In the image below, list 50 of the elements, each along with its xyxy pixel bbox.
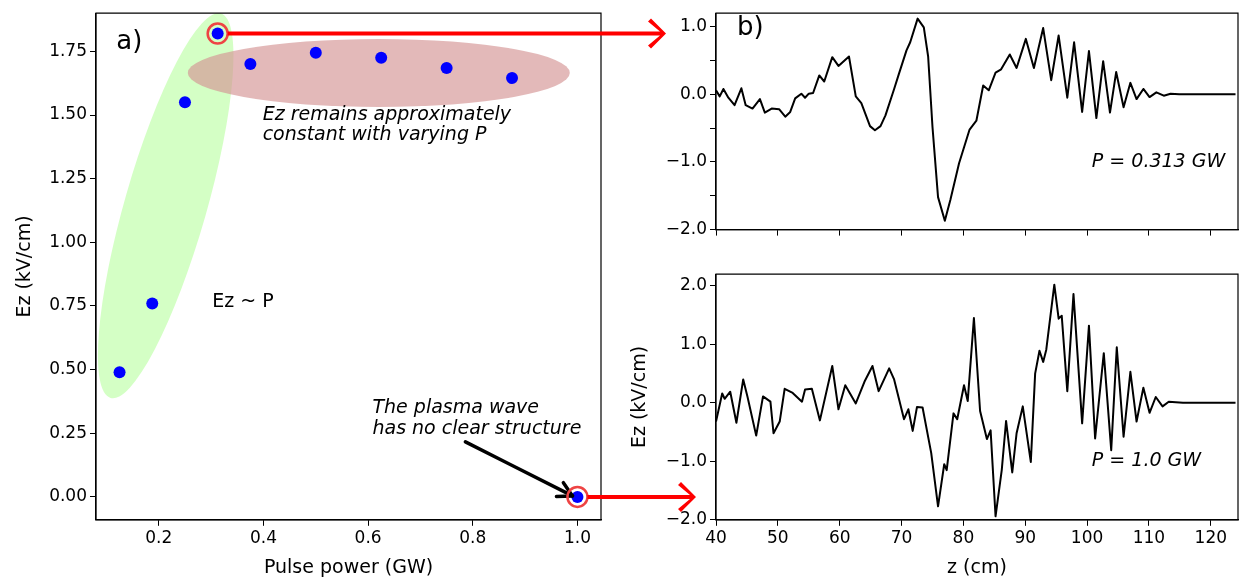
- annotation: a): [116, 24, 143, 55]
- y-tick-label: 0.0: [679, 82, 707, 103]
- point: [113, 366, 126, 379]
- x-tick-label: 50: [767, 527, 789, 548]
- x-tick-label: 120: [1194, 527, 1228, 548]
- x-tick-label: 80: [952, 527, 975, 548]
- x-tick-label: 70: [890, 527, 913, 548]
- x-tick-label: 40: [705, 527, 727, 548]
- y-tick-label: 0.25: [49, 421, 87, 442]
- y-tick-label: −1.0: [665, 449, 707, 470]
- y-tick-label: 1.75: [49, 39, 87, 60]
- x-tick-label: 0.8: [459, 527, 487, 548]
- point: [506, 72, 519, 85]
- y-tick-label: 1.0: [679, 332, 707, 353]
- point: [178, 96, 191, 109]
- annotation: The plasma wave has no clear structure: [372, 394, 582, 438]
- point: [440, 61, 453, 74]
- point: [244, 58, 257, 71]
- y-axis-title: Ez (kV/cm): [12, 215, 35, 318]
- x-tick-label: 0.4: [249, 527, 277, 548]
- y-tick-label: −2.0: [665, 218, 707, 239]
- annotation: b): [736, 10, 764, 41]
- y-axis-title: Ez (kV/cm): [627, 345, 650, 449]
- y-tick-label: 1.00: [49, 230, 87, 251]
- x-tick-label: 1.0: [563, 527, 591, 548]
- y-tick-label: 1.25: [49, 167, 87, 188]
- x-tick-label: 0.2: [145, 527, 173, 548]
- annotation: P = 1.0 GW: [1091, 447, 1203, 470]
- annotation: P = 0.313 GW: [1091, 148, 1227, 171]
- y-tick-label: −2.0: [665, 508, 707, 529]
- x-axis-title: z (cm): [947, 554, 1007, 577]
- y-tick-label: 1.0: [679, 15, 707, 36]
- x-tick-label: 100: [1070, 527, 1104, 548]
- y-tick-label: 0.0: [679, 391, 707, 412]
- y-tick-label: 0.75: [49, 294, 87, 315]
- y-tick-label: 0.00: [49, 485, 87, 506]
- x-tick-label: 90: [1014, 527, 1037, 548]
- point: [309, 46, 322, 59]
- x-tick-label: 110: [1132, 527, 1166, 548]
- point: [146, 297, 159, 310]
- x-tick-label: 0.6: [354, 527, 382, 548]
- annotation: Ez remains approximately constant with varying P: [262, 101, 512, 145]
- y-tick-label: 2.0: [679, 274, 707, 295]
- annotation: Ez ~ P: [212, 289, 274, 312]
- y-tick-label: −1.0: [665, 150, 707, 171]
- y-tick-label: 0.50: [49, 358, 87, 379]
- point: [375, 51, 388, 64]
- y-tick-label: 1.50: [49, 103, 87, 124]
- x-tick-label: 60: [828, 527, 851, 548]
- x-axis-title: Pulse power (GW): [263, 554, 434, 577]
